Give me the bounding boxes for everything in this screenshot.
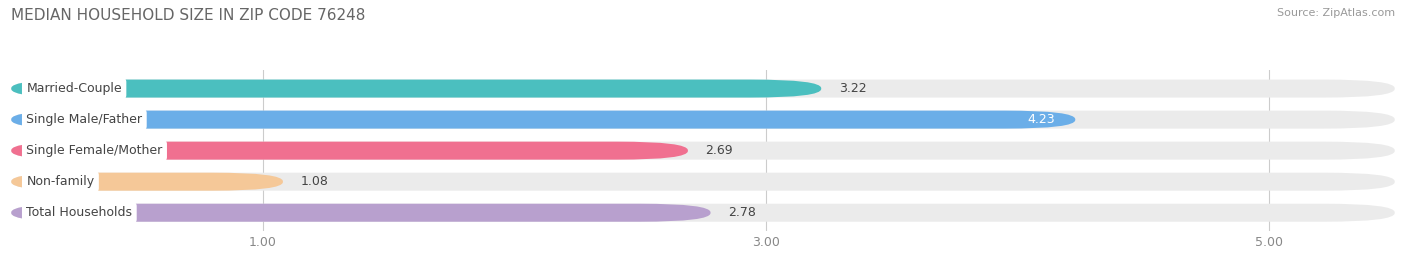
Text: 3.22: 3.22: [839, 82, 866, 95]
FancyBboxPatch shape: [11, 111, 1076, 129]
Text: MEDIAN HOUSEHOLD SIZE IN ZIP CODE 76248: MEDIAN HOUSEHOLD SIZE IN ZIP CODE 76248: [11, 8, 366, 23]
FancyBboxPatch shape: [11, 80, 821, 98]
Text: 4.23: 4.23: [1028, 113, 1054, 126]
FancyBboxPatch shape: [11, 80, 1395, 98]
Text: 2.69: 2.69: [706, 144, 733, 157]
FancyBboxPatch shape: [11, 204, 710, 222]
FancyBboxPatch shape: [11, 111, 1395, 129]
Text: Source: ZipAtlas.com: Source: ZipAtlas.com: [1277, 8, 1395, 18]
Text: Single Male/Father: Single Male/Father: [27, 113, 142, 126]
FancyBboxPatch shape: [11, 142, 1395, 160]
FancyBboxPatch shape: [11, 204, 1395, 222]
Text: 1.08: 1.08: [301, 175, 329, 188]
Text: Total Households: Total Households: [27, 206, 132, 219]
FancyBboxPatch shape: [11, 142, 688, 160]
Text: Single Female/Mother: Single Female/Mother: [27, 144, 163, 157]
FancyBboxPatch shape: [11, 173, 1395, 191]
FancyBboxPatch shape: [11, 173, 283, 191]
Text: Non-family: Non-family: [27, 175, 94, 188]
Text: Married-Couple: Married-Couple: [27, 82, 122, 95]
Text: 2.78: 2.78: [728, 206, 756, 219]
